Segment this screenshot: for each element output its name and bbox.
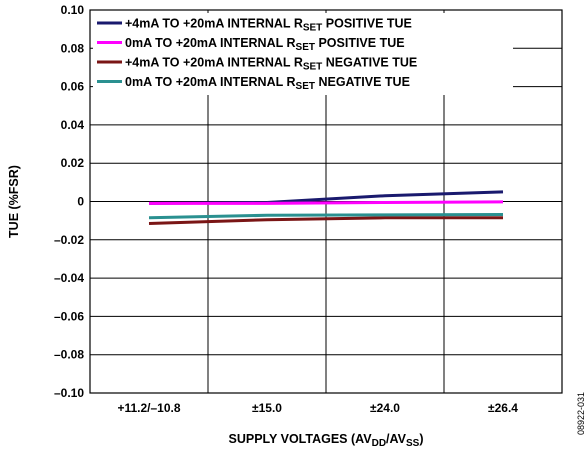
y-tick-label: 0.06 xyxy=(61,80,85,94)
y-tick-label: 0.08 xyxy=(61,41,85,55)
y-axis-title: TUE (%FSR) xyxy=(7,165,21,238)
x-tick-label: ±24.0 xyxy=(370,401,400,415)
legend: +4mA TO +20mA INTERNAL RSET​ POSITIVE TU… xyxy=(93,13,513,95)
figure-id: 08922-031 xyxy=(576,392,586,436)
series-line xyxy=(148,216,503,226)
legend-label: 0mA TO +20mA INTERNAL RSET​ POSITIVE TUE xyxy=(125,36,405,53)
x-tick-label: +11.2/–10.8 xyxy=(117,401,180,415)
y-tick-label: 0.10 xyxy=(61,3,85,17)
y-tick-label: –0.08 xyxy=(54,348,84,362)
axes: 0.10 0.08 0.06 0.04 0.02 0 –0.02 –0.04 –0.06 –0.0… xyxy=(7,3,563,449)
y-tick-label: –0.04 xyxy=(54,271,84,285)
x-axis-title: SUPPLY VOLTAGES (AVDD​/AVSS​) xyxy=(229,432,424,449)
legend-label: 0mA TO +20mA INTERNAL RSET​ NEGATIVE TUE xyxy=(125,75,410,92)
y-tick-label: –0.10 xyxy=(54,386,84,400)
y-tick-label: 0 xyxy=(77,195,84,209)
x-tick-label: ±15.0 xyxy=(252,401,282,415)
legend-label: +4mA TO +20mA INTERNAL RSET​ NEGATIVE TU… xyxy=(125,56,417,73)
y-tick-label: –0.02 xyxy=(54,233,84,247)
x-tick-label: ±26.4 xyxy=(488,401,518,415)
series-line xyxy=(148,213,504,220)
plot-frame xyxy=(89,9,563,394)
y-tick-label: 0.02 xyxy=(61,156,85,170)
series-lines xyxy=(148,190,504,226)
legend-box xyxy=(93,13,513,95)
y-tick-label: –0.06 xyxy=(54,309,84,323)
y-tick-label: 0.04 xyxy=(61,118,85,132)
legend-label: +4mA TO +20mA INTERNAL RSET​ POSITIVE TU… xyxy=(125,17,412,34)
series-line xyxy=(149,200,504,205)
